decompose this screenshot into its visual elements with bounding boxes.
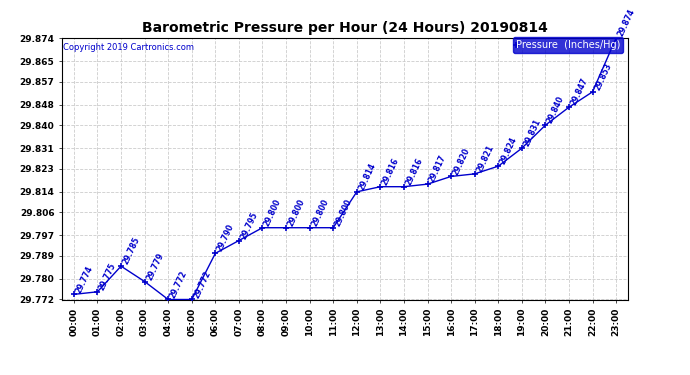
Text: 29.824: 29.824 bbox=[498, 136, 519, 166]
Text: 29.821: 29.821 bbox=[475, 144, 495, 174]
Text: 29.840: 29.840 bbox=[545, 95, 566, 125]
Text: 29.790: 29.790 bbox=[215, 223, 236, 254]
Text: 29.800: 29.800 bbox=[286, 197, 306, 228]
Text: 29.831: 29.831 bbox=[522, 118, 542, 148]
Text: 29.795: 29.795 bbox=[239, 210, 259, 240]
Pressure  (Inches/Hg) bbox=[117, 264, 125, 268]
Pressure  (Inches/Hg) bbox=[471, 172, 479, 176]
Text: 29.772: 29.772 bbox=[192, 269, 213, 300]
Pressure  (Inches/Hg) bbox=[376, 184, 384, 189]
Pressure  (Inches/Hg) bbox=[70, 292, 78, 297]
Pressure  (Inches/Hg) bbox=[282, 225, 290, 230]
Text: Copyright 2019 Cartronics.com: Copyright 2019 Cartronics.com bbox=[63, 43, 194, 52]
Pressure  (Inches/Hg) bbox=[188, 297, 196, 302]
Pressure  (Inches/Hg) bbox=[258, 225, 266, 230]
Pressure  (Inches/Hg) bbox=[589, 90, 597, 94]
Text: 29.772: 29.772 bbox=[168, 269, 189, 300]
Legend: Pressure  (Inches/Hg): Pressure (Inches/Hg) bbox=[513, 37, 623, 53]
Text: 29.800: 29.800 bbox=[333, 197, 354, 228]
Title: Barometric Pressure per Hour (24 Hours) 20190814: Barometric Pressure per Hour (24 Hours) … bbox=[142, 21, 548, 35]
Text: 29.800: 29.800 bbox=[310, 197, 330, 228]
Pressure  (Inches/Hg) bbox=[93, 290, 101, 294]
Pressure  (Inches/Hg) bbox=[447, 174, 455, 179]
Pressure  (Inches/Hg) bbox=[565, 105, 573, 110]
Pressure  (Inches/Hg) bbox=[353, 190, 361, 194]
Pressure  (Inches/Hg) bbox=[400, 184, 408, 189]
Text: 29.816: 29.816 bbox=[404, 156, 424, 187]
Pressure  (Inches/Hg) bbox=[235, 238, 243, 243]
Pressure  (Inches/Hg) bbox=[306, 225, 314, 230]
Pressure  (Inches/Hg) bbox=[164, 297, 172, 302]
Line: Pressure  (Inches/Hg): Pressure (Inches/Hg) bbox=[71, 35, 619, 302]
Text: 29.814: 29.814 bbox=[357, 162, 377, 192]
Text: 29.820: 29.820 bbox=[451, 146, 471, 177]
Text: 29.779: 29.779 bbox=[145, 251, 165, 282]
Text: 29.775: 29.775 bbox=[97, 261, 118, 292]
Text: 29.785: 29.785 bbox=[121, 236, 141, 266]
Text: 29.800: 29.800 bbox=[262, 197, 283, 228]
Pressure  (Inches/Hg) bbox=[329, 225, 337, 230]
Text: 29.847: 29.847 bbox=[569, 77, 589, 107]
Pressure  (Inches/Hg) bbox=[424, 182, 432, 186]
Text: 29.853: 29.853 bbox=[593, 62, 613, 92]
Pressure  (Inches/Hg) bbox=[541, 123, 549, 128]
Text: 29.816: 29.816 bbox=[380, 156, 401, 187]
Pressure  (Inches/Hg) bbox=[211, 251, 219, 256]
Text: 29.774: 29.774 bbox=[74, 264, 95, 294]
Pressure  (Inches/Hg) bbox=[518, 146, 526, 150]
Text: 29.817: 29.817 bbox=[428, 154, 448, 184]
Pressure  (Inches/Hg) bbox=[141, 279, 149, 284]
Text: 29.874: 29.874 bbox=[616, 8, 637, 38]
Pressure  (Inches/Hg) bbox=[612, 36, 620, 40]
Pressure  (Inches/Hg) bbox=[494, 164, 502, 168]
